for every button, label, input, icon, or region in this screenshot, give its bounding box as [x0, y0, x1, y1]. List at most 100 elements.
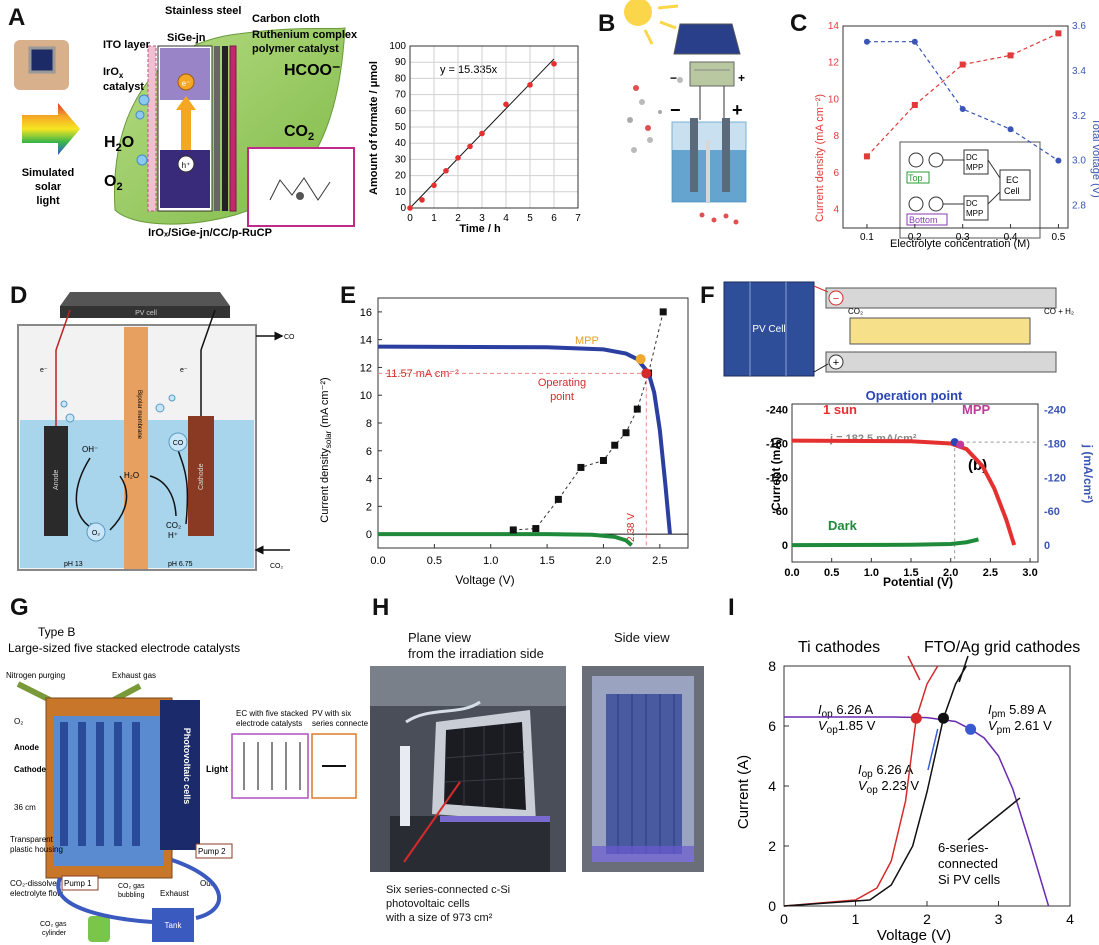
f-ytick-left: -120: [766, 472, 788, 484]
inset-dc-2: DC: [966, 199, 978, 208]
i-si-pointer: [967, 797, 1021, 841]
panel-label-e: E: [340, 282, 357, 309]
c-circuit-inset: Top Bottom DC MPP DC MPP EC Cell: [899, 141, 1041, 239]
electron-label: e⁻: [182, 79, 191, 88]
irox-label: IrOx: [103, 66, 124, 80]
h-pv-array: [444, 722, 526, 810]
g-type: Type B: [38, 625, 75, 639]
g-tank-label: Tank: [165, 921, 183, 930]
i-operating-point: [910, 712, 922, 724]
f-minus: −: [833, 293, 839, 305]
panel-i: I Ti cathodes FTO/Ag grid cathodes Curre…: [728, 590, 1099, 945]
a-data-point: [479, 130, 485, 137]
f-ytick-right: -120: [1044, 472, 1066, 484]
f-plot-frame: [791, 403, 1039, 563]
a-data-point: [503, 101, 509, 108]
panel-label-i: I: [728, 594, 735, 621]
a-ytick-label: 60: [395, 106, 407, 117]
e-electrolyser-point: [554, 495, 562, 503]
svg-text:+: +: [732, 100, 743, 120]
g-cylinder: [88, 916, 110, 942]
c-ytick-right: 3.2: [1072, 111, 1086, 122]
e-electrolyser-point: [599, 457, 607, 464]
panel-label-a: A: [8, 4, 26, 31]
c-ytick-left: 10: [828, 94, 840, 105]
c-xtick-label: 0.3: [956, 232, 970, 243]
c-voltage-point: [1055, 157, 1062, 164]
h-caption-1: Six series-connected c-Si: [386, 884, 511, 896]
svg-text:+: +: [738, 71, 745, 85]
a-ytick-label: 20: [395, 171, 407, 182]
i-si-1: 6-series-: [938, 840, 989, 855]
catalyst-caption: IrOₓ/SiGe-jn/CC/p-RuCP: [148, 227, 272, 239]
e-left: e⁻: [40, 367, 48, 374]
h-side-photo: [582, 666, 704, 872]
svg-text:−: −: [670, 100, 681, 120]
e-xtick-label: 2.5: [652, 555, 667, 567]
i-ytick-label: 2: [768, 838, 776, 854]
i-vop1: Vop1.85 V: [818, 718, 876, 736]
panel-d: D PV cell Bipolar membrane Anode Cathode…: [0, 280, 300, 590]
e-electrolyser-point: [509, 526, 517, 534]
c-xtick-label: 0.1: [860, 232, 874, 243]
f-plus: +: [833, 357, 839, 369]
solar-light-arrow-icon: [22, 103, 80, 155]
f-ylabel-left: Current (mA): [769, 437, 783, 511]
g-elec-2: electrolyte flow: [10, 889, 63, 898]
f-1sun-curve: [791, 438, 1017, 546]
e-xtick-label: 2.0: [596, 555, 611, 567]
e-ytick-label: 16: [360, 307, 372, 319]
a-plot-frame: [409, 45, 579, 209]
g-pump1: Pump 1: [64, 879, 92, 888]
bipolar-membrane: [124, 327, 148, 569]
simulated-label-2: solar: [35, 181, 62, 193]
ito-label: ITO layer: [103, 39, 151, 51]
anode-label: Anode: [53, 470, 60, 490]
i-iop2: Iop 6.26 A: [858, 762, 914, 780]
e-mpp-marker: [635, 354, 646, 365]
c-ytick-right: 2.8: [1072, 201, 1086, 212]
f-dark-label: Dark: [828, 518, 858, 533]
e-ytick-label: 12: [360, 362, 372, 374]
f-xtick-label: 2.0: [943, 567, 958, 579]
i-ti-label: Ti cathodes: [798, 639, 880, 656]
g-pv-label: Photovoltaic cells: [182, 728, 192, 805]
g-nitrogen: Nitrogen purging: [6, 671, 65, 680]
e-right: e⁻: [180, 367, 188, 374]
simulated-label-1: Simulated: [22, 167, 75, 179]
panel-h: H Plane view from the irradiation side S…: [368, 590, 728, 945]
c-ylabel-right: Total voltage (V): [1090, 118, 1099, 197]
a-xtick-label: 6: [551, 213, 557, 224]
i-ipm: Ipm 5.89 A: [988, 702, 1046, 720]
panel-label-d: D: [10, 282, 28, 309]
i-operating-point: [937, 712, 949, 724]
e-mpp-label: MPP: [575, 335, 599, 347]
f-sun-label: 1 sun: [823, 402, 857, 417]
iv-chart-i: Ti cathodes FTO/Ag grid cathodes Current…: [735, 639, 1080, 944]
jv-chart-e: Voltage (V) Current densitysolar (mA cm⁻…: [319, 297, 689, 587]
inset-bottom: Bottom: [909, 215, 938, 225]
i-vpm: Vpm 2.61 V: [988, 718, 1052, 736]
f-xtick-label: 0.0: [784, 567, 799, 579]
inset-mpp-2: MPP: [966, 209, 983, 218]
f-ytick-left: -180: [766, 439, 788, 451]
i-xtick-label: 3: [995, 911, 1003, 927]
f-mpp-label: MPP: [962, 402, 991, 417]
ruth-label-2: polymer catalyst: [252, 43, 339, 55]
e-ytick-label: 10: [360, 390, 372, 402]
f-ytick-right: -240: [1044, 405, 1066, 417]
g-cyl-2: cylinder: [42, 930, 67, 937]
h-plane-photo: [370, 666, 566, 872]
i-vop2: Vop 2.23 V: [858, 778, 919, 796]
g-circuit-ec: [231, 733, 309, 799]
f-xtick-label: 0.5: [824, 567, 839, 579]
i-xlabel: Voltage (V): [877, 927, 951, 944]
g-cyl-1: CO₂ gas: [40, 921, 67, 928]
cathode-label: Cathode: [198, 463, 205, 490]
svg-text:−: −: [670, 71, 677, 85]
a-ytick-label: 90: [395, 57, 407, 68]
a-xtick-label: 1: [431, 213, 437, 224]
i-si-3: Si PV cells: [938, 872, 1001, 887]
bipolar-label: Bipolar membrane: [136, 390, 142, 440]
formate-xlabel: Time / h: [459, 223, 501, 235]
